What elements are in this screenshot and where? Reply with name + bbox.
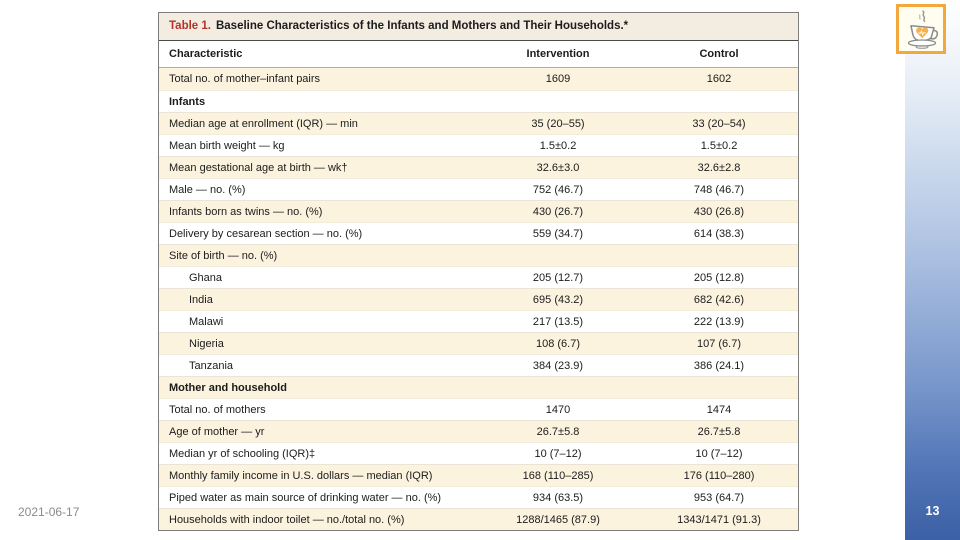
- row-characteristic-label: Tanzania: [189, 359, 234, 372]
- row-intervention-value: 1.5±0.2: [539, 139, 577, 152]
- table-body: Total no. of mother–infant pairs 1609 1602…: [159, 68, 798, 530]
- row-intervention-value: 26.7±5.8: [536, 425, 580, 438]
- table-row: Delivery by cesarean section — no. (%) 55…: [159, 222, 798, 244]
- row-control-value: 10 (7–12): [695, 447, 743, 460]
- row-characteristic-label: Piped water as main source of drinking w…: [169, 491, 442, 504]
- table-row: Nigeria 108 (6.7) 107 (6.7): [159, 332, 798, 354]
- row-characteristic-label: Households with indoor toilet — no./tota…: [169, 513, 405, 526]
- table-row: Infants born as twins — no. (%) 430 (26.7…: [159, 200, 798, 222]
- table-row: Male — no. (%) 752 (46.7) 748 (46.7): [159, 178, 798, 200]
- row-intervention-value: 1609: [545, 73, 571, 85]
- row-control-value: 430 (26.8): [693, 205, 745, 218]
- row-control-value: 1602: [706, 73, 732, 85]
- row-control-value: 1474: [706, 403, 732, 416]
- table-row: Median yr of schooling (IQR)‡ 10 (7–12) 10…: [159, 442, 798, 464]
- table-header-row: Characteristic Intervention Control: [159, 41, 798, 68]
- table-row: Ghana 205 (12.7) 205 (12.8): [159, 266, 798, 288]
- row-characteristic-label: Male — no. (%): [169, 183, 246, 196]
- row-characteristic-label: Infants born as twins — no. (%): [169, 205, 323, 218]
- row-characteristic-label: Median yr of schooling (IQR)‡: [169, 447, 316, 460]
- table-row: Mean gestational age at birth — wk† 32.6±…: [159, 156, 798, 178]
- row-control-value: 222 (13.9): [693, 315, 745, 328]
- row-control-value: 1343/1471 (91.3): [677, 513, 761, 526]
- row-characteristic-label: Delivery by cesarean section — no. (%): [169, 227, 363, 240]
- column-header-characteristic: Characteristic: [169, 48, 243, 60]
- row-intervention-value: 1470: [545, 403, 571, 416]
- baseline-characteristics-table: Table 1. Baseline Characteristics of the …: [158, 12, 799, 531]
- row-characteristic-label: Monthly family income in U.S. dollars — …: [169, 469, 433, 482]
- table-row: Mother and household: [159, 376, 798, 398]
- row-control-value: 26.7±5.8: [697, 425, 741, 438]
- table-row: Piped water as main source of drinking w…: [159, 486, 798, 508]
- row-characteristic-label: Site of birth — no. (%): [169, 249, 278, 262]
- table-row: Tanzania 384 (23.9) 386 (24.1): [159, 354, 798, 376]
- row-characteristic-label: Nigeria: [189, 337, 224, 350]
- row-intervention-value: 205 (12.7): [532, 271, 584, 284]
- table-row: Mean birth weight — kg 1.5±0.2 1.5±0.2: [159, 134, 798, 156]
- row-control-value: 682 (42.6): [693, 293, 745, 306]
- row-intervention-value: 934 (63.5): [532, 491, 584, 504]
- row-control-value: 33 (20–54): [692, 117, 746, 130]
- row-control-value: 953 (64.7): [693, 491, 745, 504]
- row-characteristic-label: India: [189, 293, 213, 306]
- row-control-value: 32.6±2.8: [697, 161, 741, 174]
- row-characteristic-label: Mother and household: [169, 381, 287, 394]
- row-characteristic-label: Mean birth weight — kg: [169, 139, 285, 152]
- row-intervention-value: 32.6±3.0: [536, 161, 580, 174]
- table-title-text: Baseline Characteristics of the Infants …: [215, 20, 629, 32]
- row-control-value: 614 (38.3): [693, 227, 745, 240]
- table-title: Table 1. Baseline Characteristics of the …: [159, 13, 798, 41]
- row-intervention-value: 559 (34.7): [532, 227, 584, 240]
- row-intervention-value: 108 (6.7): [535, 337, 581, 350]
- row-control-value: 748 (46.7): [693, 183, 745, 196]
- row-control-value: 1.5±0.2: [700, 139, 738, 152]
- row-characteristic-label: Ghana: [189, 271, 223, 284]
- row-control-value: 386 (24.1): [693, 359, 745, 372]
- column-header-control: Control: [699, 48, 739, 60]
- row-intervention-value: 430 (26.7): [532, 205, 584, 218]
- row-intervention-value: 695 (43.2): [532, 293, 584, 306]
- row-characteristic-label: Mean gestational age at birth — wk†: [169, 161, 348, 174]
- row-intervention-value: 217 (13.5): [532, 315, 584, 328]
- column-header-intervention: Intervention: [526, 48, 590, 60]
- table-row: Median age at enrollment (IQR) — min 35 (…: [159, 112, 798, 134]
- table-row: Total no. of mothers 1470 1474: [159, 398, 798, 420]
- row-intervention-value: 752 (46.7): [532, 183, 584, 196]
- slide-gradient-sidebar: [905, 0, 960, 540]
- table-row: Monthly family income in U.S. dollars — …: [159, 464, 798, 486]
- row-control-value: 107 (6.7): [696, 337, 742, 350]
- table-row: Total no. of mother–infant pairs 1609 1602: [159, 68, 798, 90]
- table-row: Households with indoor toilet — no./tota…: [159, 508, 798, 530]
- row-intervention-value: 168 (110–285): [522, 469, 594, 482]
- row-characteristic-label: Infants: [169, 95, 206, 108]
- row-intervention-value: 1288/1465 (87.9): [516, 513, 600, 526]
- coffee-cup-heart-icon: [907, 10, 939, 49]
- row-intervention-value: 10 (7–12): [534, 447, 582, 460]
- page-number: 13: [925, 504, 940, 518]
- table-row: India 695 (43.2) 682 (42.6): [159, 288, 798, 310]
- row-control-value: 205 (12.8): [693, 271, 745, 284]
- row-intervention-value: 384 (23.9): [532, 359, 584, 372]
- slide-logo: [896, 4, 946, 54]
- table-number-label: Table 1.: [169, 20, 211, 32]
- table-row: Age of mother — yr 26.7±5.8 26.7±5.8: [159, 420, 798, 442]
- table-row: Infants: [159, 90, 798, 112]
- row-characteristic-label: Total no. of mother–infant pairs: [169, 73, 321, 85]
- row-characteristic-label: Total no. of mothers: [169, 403, 266, 416]
- slide-date: 2021-06-17: [18, 505, 80, 519]
- row-characteristic-label: Age of mother — yr: [169, 425, 265, 438]
- row-characteristic-label: Median age at enrollment (IQR) — min: [169, 117, 358, 130]
- table-row: Malawi 217 (13.5) 222 (13.9): [159, 310, 798, 332]
- row-intervention-value: 35 (20–55): [531, 117, 585, 130]
- row-control-value: 176 (110–280): [683, 469, 755, 482]
- table-row: Site of birth — no. (%): [159, 244, 798, 266]
- row-characteristic-label: Malawi: [189, 315, 224, 328]
